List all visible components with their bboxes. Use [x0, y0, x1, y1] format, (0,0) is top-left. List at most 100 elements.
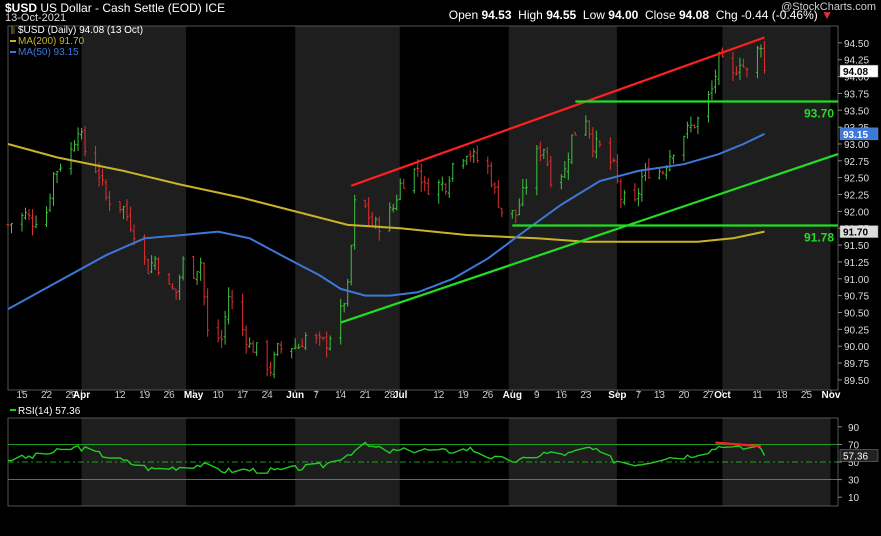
- ohlc-bar: [255, 342, 259, 356]
- ohlc-bar: [272, 351, 276, 379]
- month-band: [295, 26, 400, 390]
- x-tick-label: 12: [115, 390, 127, 401]
- last-price-tag: 94.08: [843, 67, 868, 78]
- x-tick-label: 9: [534, 390, 540, 401]
- ohlc-bar: [633, 183, 637, 202]
- rsi-value-tag: 57.36: [843, 452, 868, 463]
- ma200-line: [7, 143, 765, 243]
- ohlc-bar: [419, 163, 423, 192]
- ohlc-bar: [150, 255, 154, 274]
- ohlc-bar: [279, 341, 283, 354]
- ohlc-bar: [608, 137, 612, 170]
- high-label: High: [518, 8, 543, 22]
- ohlc-bar: [24, 207, 28, 220]
- ohlc-bar: [594, 130, 598, 159]
- ohlc-bar: [521, 178, 525, 207]
- ohlc-bar: [73, 140, 77, 152]
- ohlc-bar: [486, 156, 490, 175]
- x-tick-label: 15: [16, 390, 28, 401]
- ohlc-bar: [524, 178, 528, 195]
- price-y-tick-label: 92.25: [844, 191, 869, 202]
- legend-entry-ma50: MA(50) 93.15: [18, 47, 79, 58]
- ohlc-bar: [493, 182, 497, 194]
- ohlc-bar: [398, 178, 402, 201]
- ma50-tag-box: [839, 127, 879, 141]
- ohlc-bar: [412, 168, 416, 194]
- ohlc-bar: [269, 361, 273, 377]
- ohlc-bar: [216, 319, 220, 343]
- ohlc-bar: [167, 273, 171, 286]
- ohlc-bar: [570, 134, 574, 164]
- rsi-legend: RSI(14) 57.36: [18, 406, 81, 417]
- ohlc-bar: [122, 205, 126, 220]
- ohlc-bar: [367, 196, 371, 227]
- ohlc-bar: [762, 41, 766, 74]
- price-y-tick-label: 91.25: [844, 258, 869, 269]
- ohlc-bar: [48, 193, 52, 213]
- x-tick-label: 19: [139, 390, 151, 401]
- ohlc-bar: [125, 199, 129, 221]
- ohlc-bar: [545, 146, 549, 167]
- price-panel-frame: [7, 25, 839, 391]
- x-tick-label: 20: [678, 390, 690, 401]
- month-band: [722, 26, 831, 390]
- ohlc-bar: [223, 310, 227, 345]
- ohlc-bar: [304, 332, 308, 351]
- price-y-tick-label: 92.00: [844, 207, 869, 218]
- ohlc-bar: [202, 262, 206, 306]
- ohlc-bar: [353, 194, 357, 250]
- ohlc-bar: [80, 128, 84, 140]
- ohlc-bar: [636, 188, 640, 207]
- ohlc-bar: [475, 145, 479, 163]
- ohlc-bar: [325, 331, 329, 358]
- price-y-tick-label: 91.50: [844, 241, 869, 252]
- x-tick-label: Sep: [608, 390, 626, 401]
- ohlc-bar: [153, 256, 157, 271]
- level-label: 93.70: [804, 106, 834, 120]
- ohlc-bar: [549, 155, 553, 188]
- chart-date: 13-Oct-2021: [5, 12, 67, 24]
- close-value: 94.08: [679, 8, 710, 22]
- price-y-tick-label: 90.25: [844, 325, 869, 336]
- ohlc-bar: [489, 161, 493, 188]
- ohlc-bar: [461, 158, 465, 169]
- ohlc-bar: [34, 215, 38, 229]
- ohlc-bar: [468, 150, 472, 162]
- legend-entry-price: $USD (Daily) 94.08 (13 Oct): [18, 25, 143, 36]
- ohlc-bar: [206, 288, 210, 337]
- rsi-y-tick-label: 30: [848, 476, 860, 487]
- x-tick-label: 23: [580, 390, 592, 401]
- ohlc-bar: [612, 158, 616, 163]
- x-tick-label: Apr: [73, 390, 90, 401]
- last-price-tag-box: [839, 64, 879, 78]
- x-tick-label: 21: [360, 390, 372, 401]
- ma200-tag-box: [839, 225, 879, 238]
- x-tick-label: Jul: [393, 390, 408, 401]
- ohlc-bar: [685, 121, 689, 139]
- price-y-tick-label: 92.50: [844, 174, 869, 185]
- ohlc-bar: [276, 342, 280, 356]
- ohlc-bar: [563, 161, 567, 178]
- ohlc-bar: [349, 244, 353, 286]
- ohlc-bar: [108, 191, 112, 212]
- price-y-tick-label: 89.75: [844, 359, 869, 370]
- ohlc-bar: [706, 91, 710, 123]
- ohlc-bar: [328, 335, 332, 351]
- rsi-line: [7, 441, 766, 474]
- x-tick-label: 16: [556, 390, 568, 401]
- ohlc-bar: [514, 209, 518, 224]
- price-y-tick-label: 93.00: [844, 140, 869, 151]
- x-tick-label: Nov: [822, 390, 841, 401]
- ohlc-bar: [668, 149, 672, 172]
- ohlc-bar: [510, 210, 514, 219]
- ohlc-bar: [661, 170, 665, 175]
- ohlc-bar: [745, 67, 749, 78]
- ohlc-bar: [94, 146, 98, 174]
- ohlc-bar: [759, 44, 763, 58]
- ohlc-bar: [472, 148, 476, 163]
- x-tick-label: 14: [335, 390, 347, 401]
- x-tick-label: 11: [752, 390, 763, 401]
- price-y-tick-label: 90.00: [844, 342, 869, 353]
- ohlc-bar: [10, 222, 14, 234]
